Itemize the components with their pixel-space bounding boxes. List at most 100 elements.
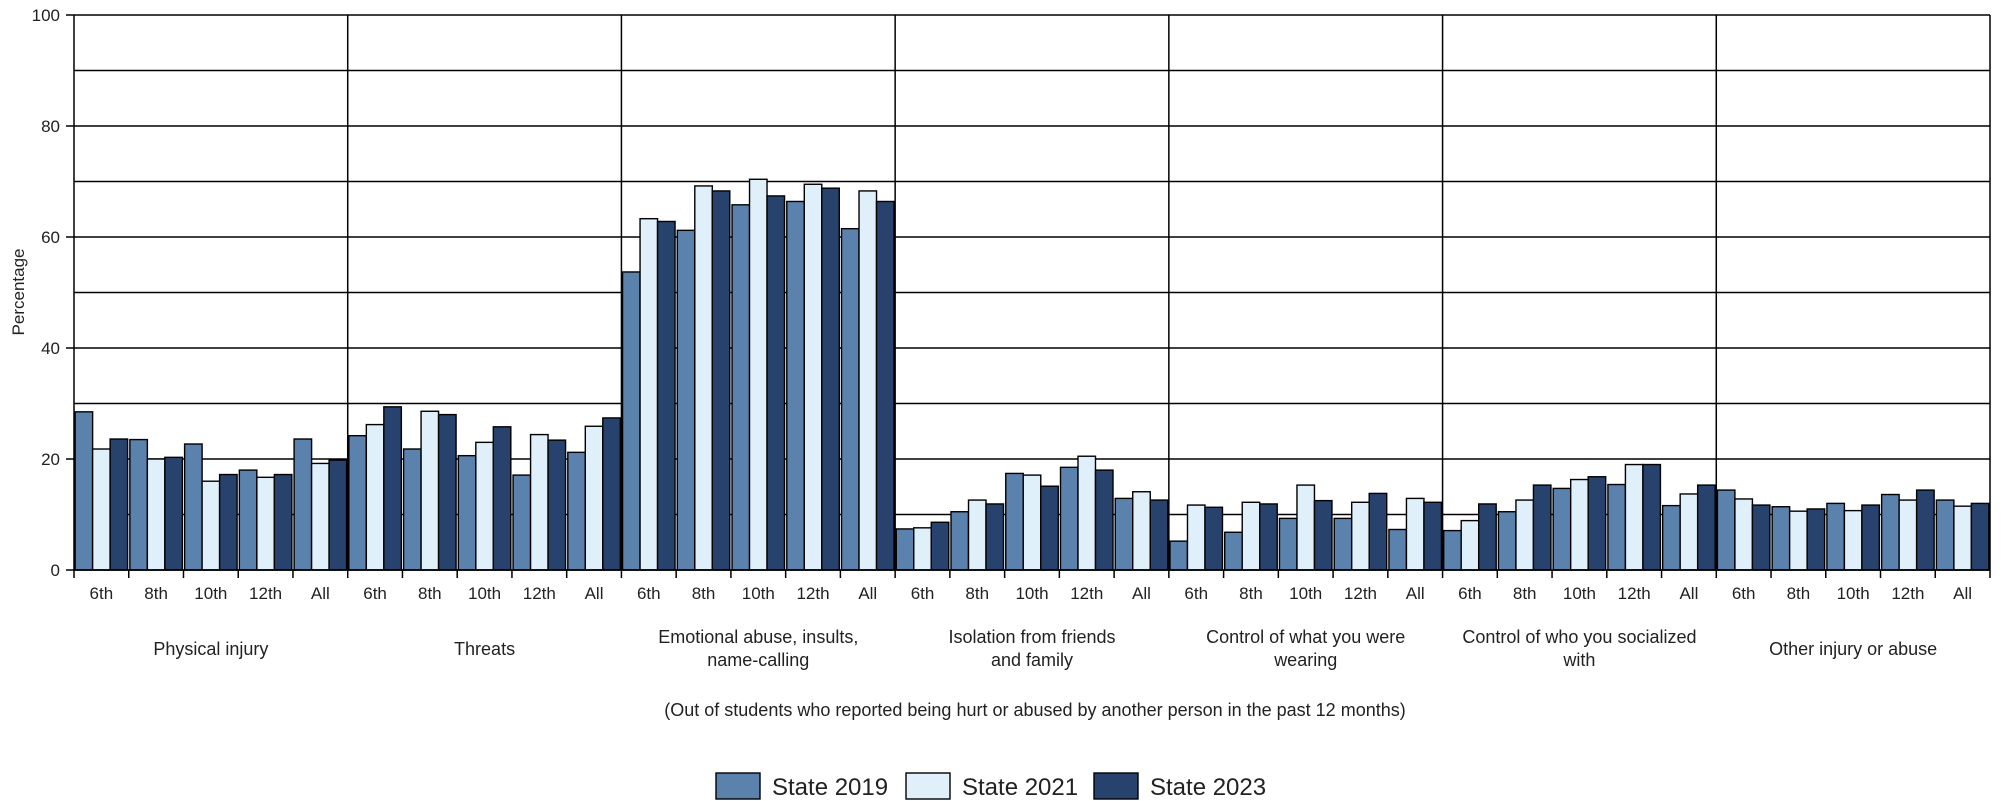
bar-state-2021 xyxy=(1734,498,1754,571)
x-tick-label: 6th xyxy=(363,584,387,603)
bar-state-2023 xyxy=(1696,484,1716,571)
bar-state-2019 xyxy=(731,204,751,571)
bar-state-2021 xyxy=(475,441,495,571)
bar-state-2021 xyxy=(1241,501,1261,571)
group-label: Emotional abuse, insults, xyxy=(658,627,858,647)
group-label: Control of who you socialized xyxy=(1462,627,1696,647)
x-tick-label: 10th xyxy=(194,584,227,603)
bar-state-2023 xyxy=(875,200,895,571)
x-tick-label: 8th xyxy=(1787,584,1811,603)
x-tick-label: All xyxy=(1679,584,1698,603)
bar-state-2023 xyxy=(1477,503,1497,571)
bar-state-2019 xyxy=(1114,497,1134,571)
bar-state-2023 xyxy=(1970,502,1990,571)
bar-state-2019 xyxy=(1497,511,1517,571)
y-tick-label: 0 xyxy=(51,561,60,580)
bar-state-2021 xyxy=(1953,505,1973,571)
legend-swatch xyxy=(905,772,951,800)
bar-state-2019 xyxy=(1880,493,1900,571)
bar-state-2019 xyxy=(1661,504,1681,571)
bar-state-2019 xyxy=(402,448,422,571)
group-label: wearing xyxy=(1273,650,1337,670)
x-tick-label: 12th xyxy=(249,584,282,603)
legend-label: State 2023 xyxy=(1150,774,1266,801)
bar-state-2021 xyxy=(1460,519,1480,571)
bar-state-2021 xyxy=(310,462,330,571)
group-label: name-calling xyxy=(707,650,809,670)
x-tick-label: 6th xyxy=(1184,584,1208,603)
bar-state-2019 xyxy=(567,451,587,571)
bar-state-2023 xyxy=(1368,492,1388,571)
group-label: with xyxy=(1562,650,1595,670)
bar-state-2021 xyxy=(1186,504,1206,571)
group-label: and family xyxy=(991,650,1073,670)
x-tick-label: 8th xyxy=(692,584,716,603)
x-tick-label: 12th xyxy=(1344,584,1377,603)
bar-state-2023 xyxy=(1149,499,1169,571)
bar-state-2023 xyxy=(273,473,293,571)
group-label: Other injury or abuse xyxy=(1769,639,1937,659)
bar-state-2019 xyxy=(183,443,203,571)
bar-state-2023 xyxy=(1806,508,1826,571)
bar-state-2023 xyxy=(1642,463,1662,571)
y-axis-label: Percentage xyxy=(9,249,28,336)
group-label: Control of what you were xyxy=(1206,627,1405,647)
bar-state-2023 xyxy=(1204,506,1224,571)
bar-state-2021 xyxy=(1843,509,1863,571)
x-tick-label: All xyxy=(585,584,604,603)
bar-state-2019 xyxy=(238,469,258,571)
bar-state-2023 xyxy=(602,417,622,571)
chart-note: (Out of students who reported being hurt… xyxy=(664,700,1405,720)
bar-state-2023 xyxy=(547,439,567,571)
bar-state-2021 xyxy=(584,425,604,571)
bar-state-2019 xyxy=(1278,517,1298,571)
bar-state-2019 xyxy=(1169,540,1189,571)
bar-state-2019 xyxy=(676,229,696,571)
bar-state-2021 xyxy=(1515,499,1535,571)
x-tick-label: All xyxy=(1406,584,1425,603)
bar-state-2019 xyxy=(348,434,368,571)
bar-state-2019 xyxy=(1552,487,1572,571)
bar-state-2023 xyxy=(930,521,950,571)
y-tick-label: 80 xyxy=(41,117,60,136)
axes xyxy=(73,15,1991,578)
x-tick-label: 12th xyxy=(796,584,829,603)
x-tick-label: 8th xyxy=(965,584,989,603)
bar-state-2021 xyxy=(1077,455,1097,571)
bar-state-2021 xyxy=(639,217,659,571)
legend-swatch xyxy=(1093,772,1139,800)
x-tick-label: All xyxy=(1953,584,1972,603)
bar-state-2021 xyxy=(256,476,276,571)
bar-state-2021 xyxy=(694,185,713,571)
bar-state-2019 xyxy=(1826,502,1846,571)
bar-state-2019 xyxy=(1716,489,1736,571)
bar-state-2019 xyxy=(1442,529,1462,571)
bar-state-2021 xyxy=(91,448,111,571)
x-tick-label: 10th xyxy=(1289,584,1322,603)
x-tick-labels: 6th 8th 10th 12th All 6th 8th 10th 12th All 6th 8th… xyxy=(90,584,1973,603)
bar-state-2019 xyxy=(129,438,149,571)
x-tick-label: 10th xyxy=(1015,584,1048,603)
bar-state-2023 xyxy=(1423,501,1443,571)
bar-state-2023 xyxy=(985,503,1005,571)
group-labels: Physical injury Threats Emotional abuse, i… xyxy=(153,627,1937,670)
x-tick-label: 6th xyxy=(1458,584,1482,603)
legend: State 2019 State 2021 State 2023 xyxy=(715,772,1266,801)
x-tick-label: All xyxy=(1132,584,1151,603)
bar-state-2019 xyxy=(950,511,970,571)
y-tick-label: 60 xyxy=(41,228,60,247)
legend-swatch xyxy=(715,772,761,800)
bar-state-2023 xyxy=(1587,476,1607,571)
bar-state-2021 xyxy=(1296,484,1316,571)
bar-state-2021 xyxy=(201,480,221,571)
y-tick-label: 40 xyxy=(41,339,60,358)
bar-state-2019 xyxy=(895,528,915,571)
y-tick-labels: 0 20 40 60 80 100 xyxy=(32,6,74,580)
bar-state-2021 xyxy=(1624,463,1644,571)
x-tick-label: 6th xyxy=(1732,584,1756,603)
bar-state-2021 xyxy=(529,433,549,571)
bar-state-2023 xyxy=(218,473,238,571)
bar-state-2023 xyxy=(766,195,786,571)
legend-label: State 2021 xyxy=(962,774,1078,801)
bar-state-2023 xyxy=(821,187,840,571)
